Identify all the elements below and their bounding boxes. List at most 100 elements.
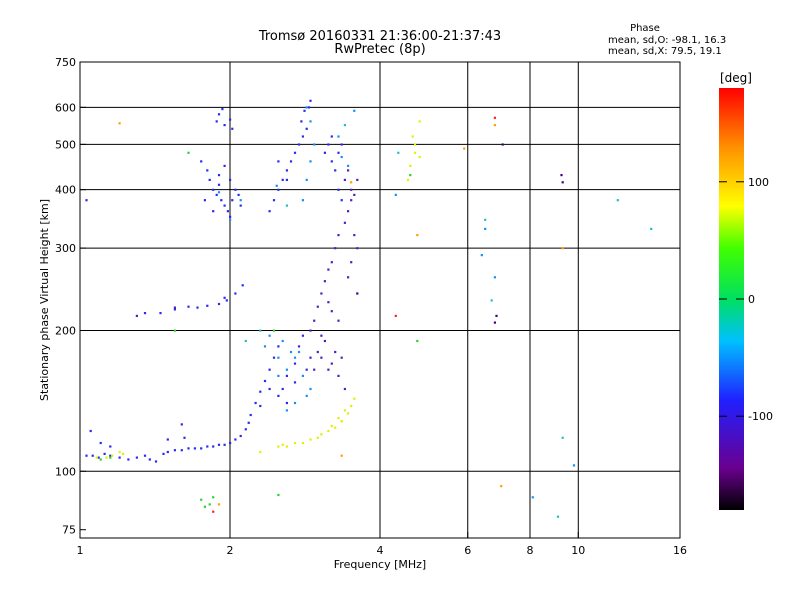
data-point [268,368,271,371]
data-point [285,445,288,448]
data-point [323,280,326,283]
data-point [320,292,323,295]
data-point [409,164,412,167]
data-point [118,456,121,459]
data-point [206,445,209,448]
data-point [247,421,250,424]
data-point [301,334,304,337]
data-point [493,276,496,279]
data-point [89,429,92,433]
data-point [272,356,276,359]
data-point [353,193,356,196]
data-point [259,390,262,393]
data-point [327,429,330,433]
data-point [285,204,288,207]
data-point [187,151,190,154]
data-point [409,174,412,177]
data-point [281,387,284,391]
data-point [495,314,498,317]
data-point [221,108,224,111]
data-point [343,178,346,181]
x-tick-label: 10 [571,544,585,557]
data-point [234,438,237,441]
data-point [263,345,267,348]
data-point [275,184,278,187]
data-point [413,151,417,154]
x-tick-label: 1 [77,544,84,557]
data-point [356,178,359,181]
data-point [99,441,102,445]
data-point [203,505,206,508]
data-point [105,456,108,459]
data-point [561,436,564,439]
y-tick-label: 400 [55,184,76,197]
data-point [212,188,215,191]
y-tick-label: 600 [55,101,76,114]
data-point [111,454,114,457]
data-point [217,443,221,446]
data-point [109,445,112,448]
data-point [327,368,330,371]
data-point [187,447,190,450]
data-point [143,454,147,457]
data-point [531,496,534,499]
y-tick-label: 300 [55,242,76,255]
data-point [334,350,337,354]
data-point [223,443,226,446]
data-point [350,261,353,264]
x-tick-label: 6 [464,544,471,557]
data-point [229,178,232,181]
stats-heading: Phase [630,23,660,34]
data-point [277,188,280,191]
data-point [316,350,319,354]
data-point [180,449,183,452]
data-point [122,452,125,455]
data-point [313,319,316,322]
data-point [285,374,288,377]
data-point [500,485,503,488]
data-point [301,199,304,202]
data-point [229,118,232,121]
x-tick-label: 8 [527,544,534,557]
data-point [277,493,280,497]
data-point [244,339,247,343]
data-point [109,454,112,457]
data-point [480,254,483,257]
data-point [340,420,343,423]
data-point [337,135,340,138]
data-point [305,368,308,371]
data-point [337,319,340,322]
data-point [394,314,397,317]
data-point [173,306,176,309]
data-point [118,122,121,125]
data-point [320,334,323,337]
stats-o-mode: mean, sd,O: -98.1, 16.3 [608,35,726,46]
data-point [493,116,496,119]
data-point [293,381,297,384]
data-point [484,227,487,230]
data-point [217,191,221,194]
data-point [309,99,312,102]
data-point [212,496,215,499]
data-point [493,124,496,127]
data-point [289,350,293,354]
y-tick-label: 200 [55,324,76,337]
y-tick-label: 500 [55,138,76,151]
data-point [297,143,301,146]
data-point [356,247,359,250]
data-point [309,120,312,123]
data-point [85,199,88,202]
data-point [99,458,102,461]
data-point [203,199,206,202]
colorbar-tick-label: 0 [748,293,755,306]
data-point [206,304,209,307]
data-point [277,160,280,163]
data-point [316,305,319,308]
data-point [259,404,262,408]
data-point [330,160,333,163]
data-point [229,218,232,221]
data-point [303,109,306,112]
data-point [309,356,312,359]
data-point [109,456,112,459]
data-point [320,433,323,436]
